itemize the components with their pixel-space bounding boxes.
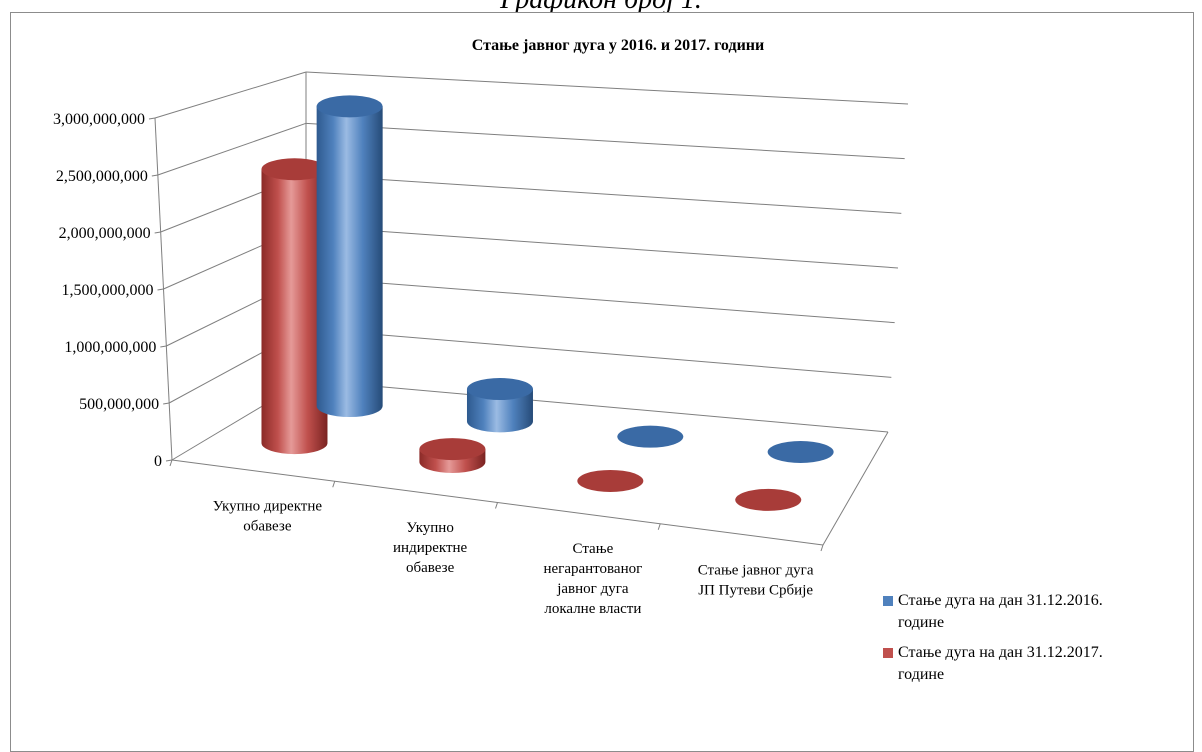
back-gridline — [305, 276, 895, 324]
y-tick-mark — [165, 459, 173, 462]
x-category-label: Стање негарантованог јавног дуга локалне вл… — [543, 541, 642, 617]
x-tick-mark — [657, 523, 661, 530]
bar-2017-top — [261, 158, 328, 181]
bar-2016-top — [466, 378, 533, 401]
x-tick-mark — [169, 459, 173, 467]
back-gridline — [305, 71, 909, 105]
plot-area: 0 500,000,000 1,000,000,000 1,500,000,000 2,… — [53, 71, 909, 617]
bar-2017 — [735, 488, 802, 511]
y-tick-mark — [160, 345, 167, 348]
x-category-label-line: обавезе — [243, 519, 292, 535]
bar-2017-body — [261, 169, 328, 455]
back-gridline — [305, 174, 902, 214]
y-tick-label: 0 — [154, 453, 162, 470]
legend-label-line: Стање дуга на дан 31.12.2017. — [898, 644, 1103, 661]
y-tick-label: 2,000,000,000 — [59, 225, 151, 242]
legend-label-line: године — [898, 666, 944, 683]
y-tick-label: 1,500,000,000 — [62, 282, 154, 299]
y-tick-label: 1,000,000,000 — [64, 339, 156, 356]
x-category-label: Укупно индиректне обавезе — [393, 520, 468, 576]
bar-2017 — [577, 469, 644, 492]
x-tick-mark — [332, 481, 336, 488]
legend-label-line: године — [898, 614, 944, 631]
x-category-label-line: Укупно директне — [213, 499, 323, 515]
x-category-label-line: негарантованог — [543, 561, 642, 577]
side-gridline — [154, 71, 307, 119]
x-tick-mark — [820, 544, 824, 552]
back-gridline — [305, 328, 892, 378]
x-category-label-line: Стање јавног дуга — [698, 562, 814, 578]
x-category-label-line: Стање — [573, 541, 614, 557]
bar-2017-top — [577, 469, 644, 492]
y-tick-label: 3,000,000,000 — [53, 111, 145, 128]
legend-swatch — [883, 648, 893, 658]
legend: Стање дуга на дан 31.12.2016. годинеСтање… — [883, 592, 1103, 683]
x-category-label-line: обавезе — [406, 560, 455, 576]
back-gridline — [305, 379, 889, 433]
y-tick-mark — [151, 174, 158, 177]
floor-right-edge — [822, 431, 889, 546]
x-category-label-line: јавног дуга — [556, 581, 629, 597]
legend-label: Стање дуга на дан 31.12.2016. године — [898, 592, 1103, 631]
bar-2016 — [767, 440, 834, 463]
bar-2016 — [316, 95, 383, 418]
bar-2017-top — [419, 438, 486, 461]
x-category-label-line: ЈП Путеви Србије — [698, 582, 813, 598]
x-category-label-line: локалне власти — [544, 601, 641, 617]
page-caption: Графикон број 1. — [0, 0, 1202, 16]
x-category-label-line: Укупно — [406, 520, 453, 536]
side-gridline — [157, 122, 307, 176]
y-tick-mark — [163, 402, 170, 405]
bar-2016-top — [767, 440, 834, 463]
bar-2017 — [261, 158, 328, 455]
x-category-label-line: индиректне — [393, 540, 468, 556]
bar-2016-top — [316, 95, 383, 118]
bar-2017 — [419, 438, 486, 474]
legend-label-line: Стање дуга на дан 31.12.2016. — [898, 592, 1103, 609]
x-category-label: Укупно директне обавезе — [213, 499, 323, 535]
bar-2016-top — [617, 425, 684, 448]
bar-2016 — [466, 378, 533, 433]
y-tick-label: 500,000,000 — [79, 396, 159, 413]
back-gridline — [305, 225, 899, 269]
bar-2016-body — [316, 106, 383, 418]
y-axis-line — [154, 117, 173, 461]
y-tick-label: 2,500,000,000 — [56, 168, 148, 185]
back-gridline — [305, 122, 905, 160]
bar-2017-top — [735, 488, 802, 511]
x-category-label: Стање јавног дуга ЈП Путеви Србије — [698, 562, 814, 598]
legend-swatch — [883, 596, 893, 606]
legend-label: Стање дуга на дан 31.12.2017. године — [898, 644, 1103, 683]
y-tick-mark — [157, 288, 164, 291]
y-tick-mark — [154, 231, 161, 234]
bar-2016 — [617, 425, 684, 448]
bar-2016-body — [466, 389, 533, 433]
y-tick-mark — [148, 117, 156, 120]
x-tick-mark — [495, 502, 498, 509]
chart-title: Стање јавног дуга у 2016. и 2017. години — [472, 37, 764, 54]
